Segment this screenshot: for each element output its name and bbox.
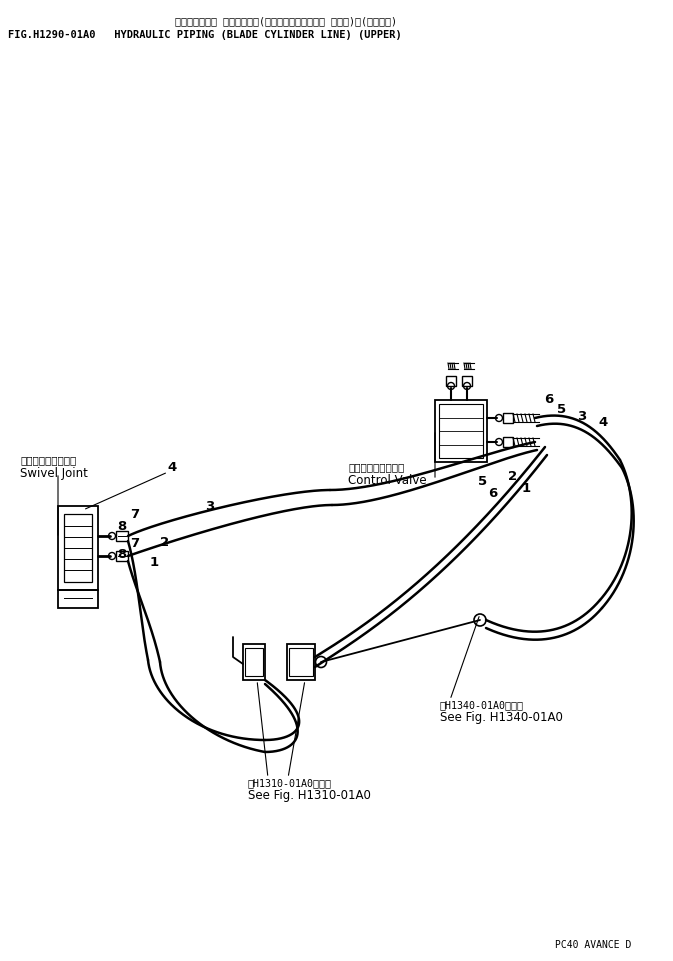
Text: 5: 5 xyxy=(478,475,487,488)
Text: 3: 3 xyxy=(577,410,586,423)
Text: ハイドロリック パイピング　(ブレード　シリンダ・ ライン)　(アッパー): ハイドロリック パイピング (ブレード シリンダ・ ライン) (アッパー) xyxy=(175,16,397,26)
Text: スイベルジョイント: スイベルジョイント xyxy=(20,455,76,465)
Bar xyxy=(462,376,472,386)
Text: 7: 7 xyxy=(130,537,139,550)
Text: See Fig. H1340-01A0: See Fig. H1340-01A0 xyxy=(440,711,563,724)
Bar xyxy=(503,437,513,447)
Text: FIG.H1290-01A0   HYDRAULIC PIPING (BLADE CYLINDER LINE) (UPPER): FIG.H1290-01A0 HYDRAULIC PIPING (BLADE C… xyxy=(8,30,402,40)
Text: 6: 6 xyxy=(488,487,497,500)
Bar xyxy=(245,648,263,676)
Text: 3: 3 xyxy=(205,500,214,513)
Text: 8: 8 xyxy=(117,548,127,561)
Text: 4: 4 xyxy=(598,416,607,429)
Bar xyxy=(116,531,128,541)
Text: 7: 7 xyxy=(130,508,139,521)
Bar xyxy=(287,644,315,680)
Text: 5: 5 xyxy=(557,403,566,416)
Text: 1: 1 xyxy=(522,482,531,495)
Text: 4: 4 xyxy=(167,461,176,474)
Text: 1: 1 xyxy=(150,556,159,569)
Text: See Fig. H1310-01A0: See Fig. H1310-01A0 xyxy=(248,789,371,802)
Text: コントロールバルブ: コントロールバルブ xyxy=(348,462,404,472)
Text: 2: 2 xyxy=(160,536,169,549)
Text: PC40 AVANCE D: PC40 AVANCE D xyxy=(555,940,631,950)
Bar xyxy=(435,400,487,462)
Bar xyxy=(243,644,265,680)
Bar xyxy=(289,648,313,676)
Text: 冗H1310-01A0図参照: 冗H1310-01A0図参照 xyxy=(248,778,332,788)
Text: Control Valve: Control Valve xyxy=(348,474,427,487)
Text: 2: 2 xyxy=(508,470,517,483)
Bar xyxy=(503,413,513,423)
Bar xyxy=(439,404,483,458)
Text: 6: 6 xyxy=(544,393,553,406)
Bar xyxy=(58,590,98,608)
Text: 冗H1340-01A0図参照: 冗H1340-01A0図参照 xyxy=(440,700,524,710)
Bar xyxy=(116,551,128,561)
Bar xyxy=(64,514,92,582)
Bar xyxy=(58,506,98,590)
Text: 8: 8 xyxy=(117,520,127,533)
Bar xyxy=(446,376,456,386)
Text: Swivel Joint: Swivel Joint xyxy=(20,467,88,480)
